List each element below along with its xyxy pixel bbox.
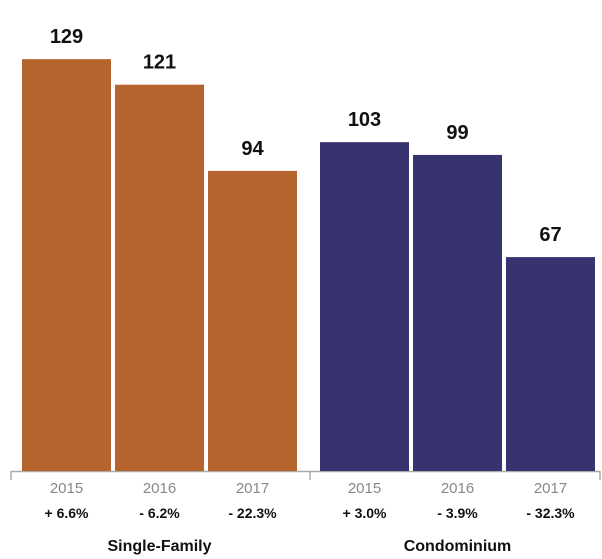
bar-value-label: 103 [348, 109, 381, 131]
year-tick-label: 2017 [534, 480, 567, 497]
bar-value-label: 121 [143, 52, 176, 74]
percent-change-label: + 6.6% [45, 505, 90, 521]
bar-single-family-2016 [115, 84, 204, 472]
bar-condominium-2015 [320, 142, 409, 471]
year-tick-label: 2015 [348, 480, 381, 497]
year-tick-label: 2016 [441, 480, 474, 497]
group-label: Condominium [404, 538, 512, 555]
axis-layer [10, 470, 601, 480]
bar-single-family-2017 [208, 170, 297, 471]
percent-change-label: - 3.9% [437, 505, 478, 521]
bar-value-label: 129 [50, 26, 83, 48]
bar-condominium-2016 [413, 154, 502, 471]
percent-change-label: - 22.3% [228, 505, 277, 521]
bar-value-label: 67 [539, 224, 561, 246]
year-tick-label: 2016 [143, 480, 176, 497]
percent-change-label: + 3.0% [343, 505, 388, 521]
bar-condominium-2017 [506, 257, 595, 471]
percent-change-label: - 32.3% [526, 505, 575, 521]
group-label: Single-Family [107, 538, 211, 555]
bar-value-label: 94 [241, 138, 264, 160]
labels-layer: 129 2015 + 6.6% 121 2016 - 6.2% 94 2017 - 22.3% S… [45, 26, 576, 555]
year-tick-label: 2017 [236, 480, 269, 497]
bar-single-family-2015 [22, 59, 111, 472]
bar-value-label: 99 [446, 122, 468, 144]
percent-change-label: - 6.2% [139, 505, 180, 521]
bars-layer [22, 59, 595, 472]
year-tick-label: 2015 [50, 480, 83, 497]
